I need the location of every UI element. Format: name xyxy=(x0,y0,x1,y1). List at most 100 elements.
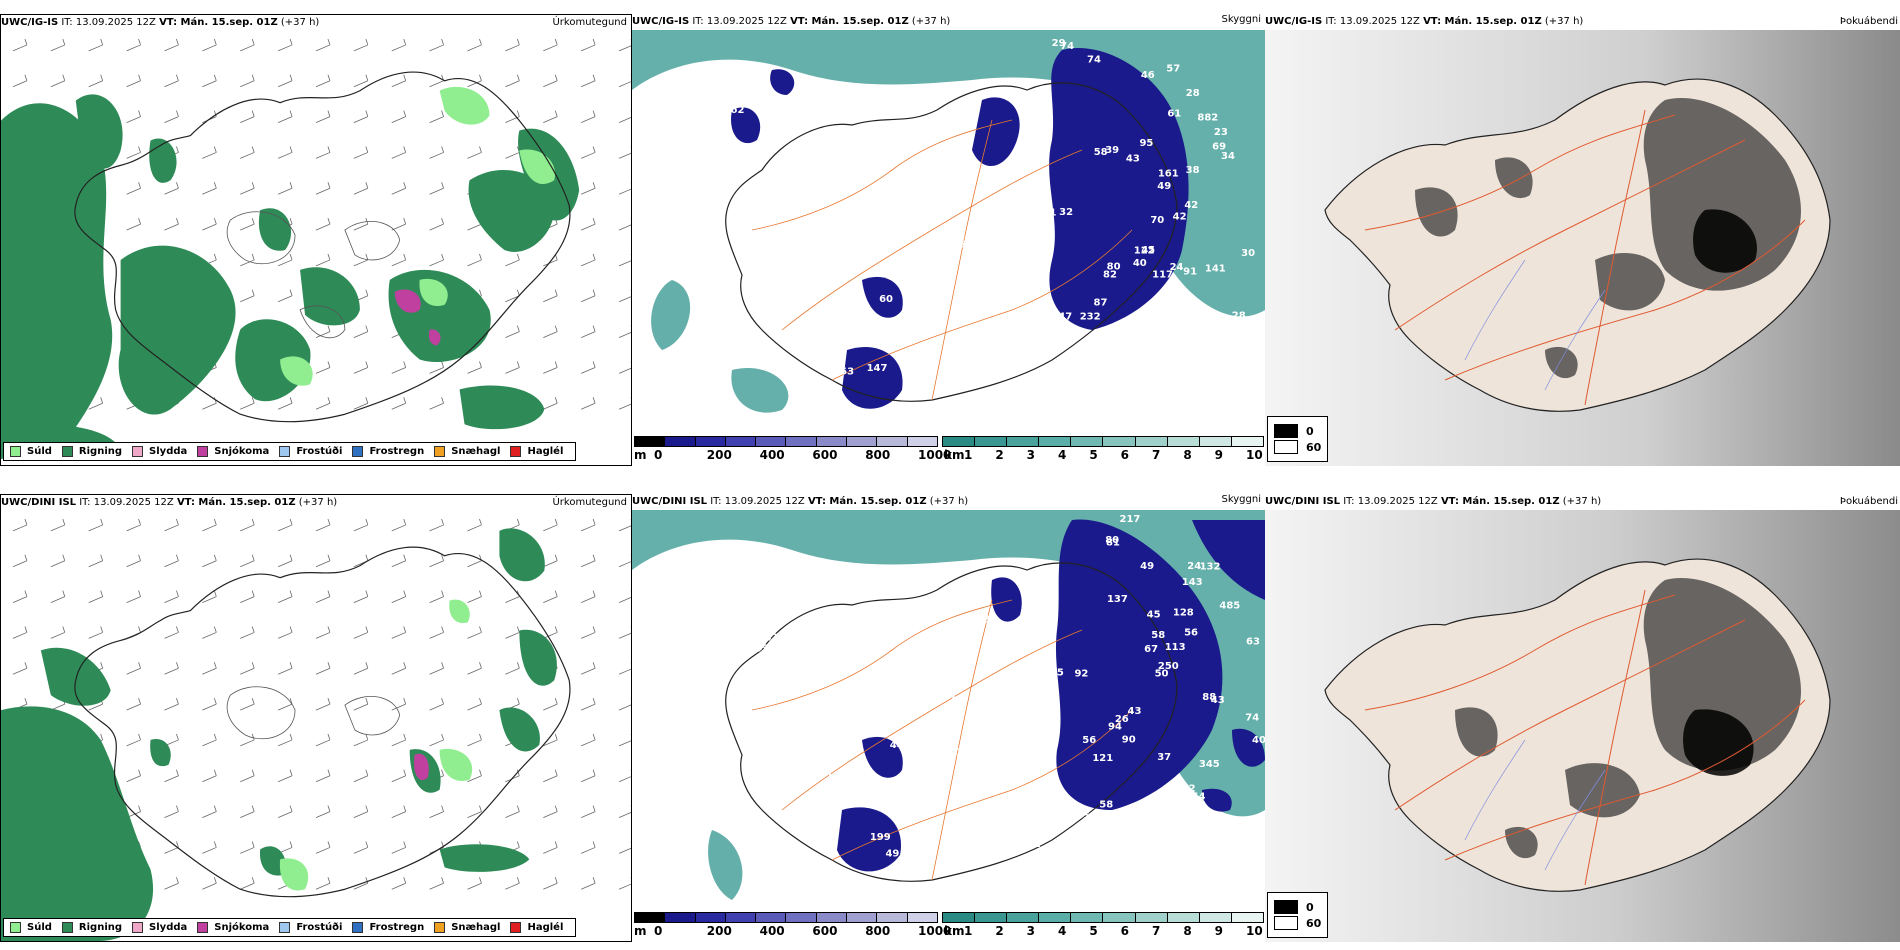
wind-barb xyxy=(618,325,631,338)
wind-barb xyxy=(618,877,631,890)
roads xyxy=(751,599,1133,881)
wind-barb xyxy=(50,554,66,568)
colorbar-segment xyxy=(725,913,757,922)
wind-barb xyxy=(618,397,631,410)
wind-barb xyxy=(164,805,179,818)
fog-dark-areas xyxy=(1415,98,1802,379)
colorbar-segment xyxy=(943,913,976,922)
wind-barb xyxy=(277,805,293,818)
cloud-base-label: 94 xyxy=(1108,722,1122,733)
wind-barb xyxy=(505,74,520,88)
wind-barb xyxy=(315,769,331,783)
wind-barb xyxy=(618,662,631,675)
wind-barb xyxy=(315,805,331,818)
wind-barb xyxy=(277,662,293,675)
colorbar-segment xyxy=(786,437,817,446)
cloud-base-label: 882 xyxy=(1197,112,1218,123)
cloud-base-label: 121 xyxy=(1020,839,1041,850)
colorbar-segment xyxy=(786,913,817,922)
cloud-base-label: 26 xyxy=(1115,714,1129,725)
cloud-base-label: 50 xyxy=(828,110,842,121)
wind-barb xyxy=(353,590,369,603)
wind-barb xyxy=(315,218,331,231)
wind-barb xyxy=(202,146,217,159)
wind-barb xyxy=(353,325,369,338)
drizzle-area xyxy=(279,599,473,891)
cloud-base-label: 95 xyxy=(1139,138,1153,149)
fog-legend-row: 60 xyxy=(1274,440,1321,454)
wind-barb xyxy=(202,626,217,639)
fog-dark-areas xyxy=(1455,578,1802,859)
wind-barb xyxy=(126,110,141,123)
cloud-base-label: 62 xyxy=(731,105,745,116)
wind-barb xyxy=(12,626,28,639)
fog-legend: 0 60 xyxy=(1267,892,1329,938)
wind-barb xyxy=(315,146,331,159)
cloud-base-label: 132 xyxy=(1200,561,1221,572)
wind-barb xyxy=(126,698,141,711)
cloud-base-label: 122 xyxy=(1134,246,1155,257)
cloud-base-label: 74 xyxy=(1245,712,1259,723)
wind-barb xyxy=(618,590,631,603)
wind-barb xyxy=(391,662,407,675)
wind-barb xyxy=(618,805,631,818)
colorbar-segment xyxy=(635,913,666,922)
wind-barb xyxy=(505,769,520,783)
wind-barb xyxy=(391,253,407,267)
wind-barb xyxy=(353,841,369,854)
legend-item: Rigning xyxy=(61,922,128,933)
cloud-base-label: 45 xyxy=(1147,610,1161,621)
colorbar-segment xyxy=(1103,437,1136,446)
cloud-base-label: 232 xyxy=(1080,311,1101,322)
rivers xyxy=(1464,739,1606,871)
wind-barb xyxy=(581,554,596,568)
colorbar-tick: 10 xyxy=(1246,924,1263,938)
wind-barb xyxy=(164,769,179,783)
legend-swatch xyxy=(132,446,144,457)
wind-barb xyxy=(12,74,28,88)
cloud-base-label: 46 xyxy=(719,584,733,595)
wind-barb xyxy=(315,325,331,338)
cloud-base-label: 48 xyxy=(765,291,779,302)
wind-barb xyxy=(315,253,331,267)
fog-swatch-black xyxy=(1274,424,1298,438)
legend-label: Snæhagl xyxy=(451,446,501,457)
colorbar-tick: 3 xyxy=(1026,924,1036,938)
wind-barb xyxy=(429,182,444,195)
wind-barb xyxy=(240,805,255,818)
legend-swatch xyxy=(434,922,446,933)
cloud-base-label: 24 xyxy=(1170,262,1184,273)
cloud-base-label: 28 xyxy=(1232,311,1246,322)
colorbar-tick: 9 xyxy=(1214,448,1224,462)
wind-barb xyxy=(315,841,331,854)
precip-map xyxy=(1,511,631,941)
panel-precip-type-2: UWC/DINI ISL IT: 13.09.2025 12Z VT: Mán.… xyxy=(0,494,632,942)
cloud-base-label: 38 xyxy=(1071,379,1085,390)
legend-swatch xyxy=(279,446,291,457)
wind-barb xyxy=(391,397,407,410)
wind-barb xyxy=(126,146,141,159)
cloud-base-label: 88 xyxy=(980,169,994,180)
precip-type-legend: Súld Rigning Slydda Snjókoma Frostúði Frostre… xyxy=(3,442,577,461)
cloud-base-label: 504 xyxy=(1013,246,1034,257)
legend-label: Súld xyxy=(27,922,52,933)
wind-barb xyxy=(505,289,520,303)
cloud-base-label: 68 xyxy=(769,268,783,279)
fog-legend-value: 0 xyxy=(1306,900,1314,914)
wind-barb xyxy=(202,662,217,675)
wind-barb xyxy=(429,518,444,532)
wind-barb xyxy=(240,841,255,854)
cloud-base-label: 34 xyxy=(1221,151,1235,162)
snow-area xyxy=(394,289,441,346)
colorbar-tick: 600 xyxy=(812,924,838,938)
cloud-base-label: 29 xyxy=(754,141,768,152)
wind-barb xyxy=(543,841,558,854)
wind-barb xyxy=(543,626,558,639)
cloud-base-label: 91 xyxy=(1183,266,1197,277)
wind-barb xyxy=(467,769,482,783)
cloud-base-label: 128 xyxy=(1173,607,1194,618)
colorbar-segment xyxy=(1135,913,1168,922)
colorbar-tick: 200 xyxy=(706,924,732,938)
wind-barb xyxy=(277,733,293,747)
